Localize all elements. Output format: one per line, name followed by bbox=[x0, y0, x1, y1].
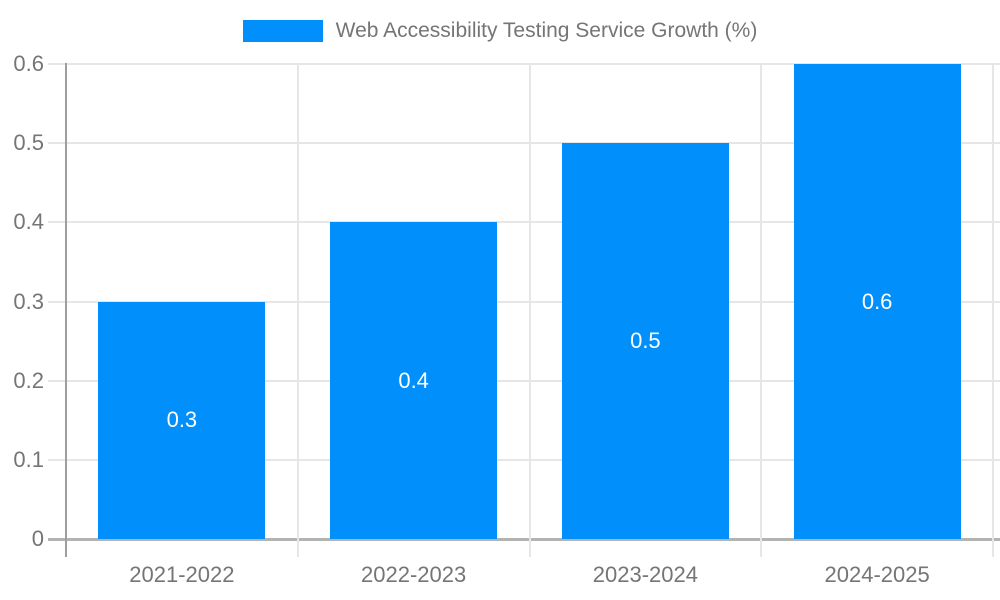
y-tick-label: 0.3 bbox=[13, 288, 44, 314]
y-tick-label: 0.2 bbox=[13, 367, 44, 393]
legend-label: Web Accessibility Testing Service Growth… bbox=[335, 19, 758, 42]
bar-value-label: 0.6 bbox=[861, 288, 893, 314]
bar: 0.6 bbox=[793, 64, 961, 539]
gridline-horizontal bbox=[48, 142, 1000, 145]
x-axis-line bbox=[48, 538, 1000, 541]
bar-value-label: 0.4 bbox=[398, 367, 429, 393]
gridline-vertical bbox=[992, 64, 994, 557]
bar: 0.5 bbox=[561, 143, 729, 539]
gridline-horizontal bbox=[48, 300, 1000, 303]
y-tick-label: 0 bbox=[31, 526, 44, 551]
gridline-vertical bbox=[528, 64, 531, 557]
gridline-vertical bbox=[760, 64, 763, 557]
x-tick-label: 2023-2024 bbox=[592, 562, 698, 587]
gridline-horizontal bbox=[48, 379, 1000, 382]
y-tick-label: 0.4 bbox=[13, 209, 44, 235]
x-tick-label: 2022-2023 bbox=[361, 562, 467, 587]
bar: 0.3 bbox=[98, 301, 266, 539]
x-tick-label: 2024-2025 bbox=[824, 562, 930, 587]
gridline-horizontal bbox=[48, 458, 1000, 461]
y-axis-line bbox=[65, 63, 67, 557]
gridline-horizontal bbox=[48, 63, 1000, 65]
y-tick-label: 0.5 bbox=[13, 130, 44, 156]
gridline-vertical bbox=[296, 64, 299, 557]
legend-swatch bbox=[242, 20, 323, 42]
y-tick-label: 0.1 bbox=[13, 446, 44, 472]
bar: 0.4 bbox=[330, 222, 498, 539]
bar-value-label: 0.5 bbox=[630, 328, 661, 354]
x-tick-label: 2021-2022 bbox=[129, 562, 235, 587]
gridline-horizontal bbox=[48, 221, 1000, 224]
legend[interactable]: Web Accessibility Testing Service Growth… bbox=[0, 19, 1000, 43]
bar-value-label: 0.3 bbox=[166, 407, 198, 433]
y-tick-label: 0.6 bbox=[13, 51, 44, 76]
